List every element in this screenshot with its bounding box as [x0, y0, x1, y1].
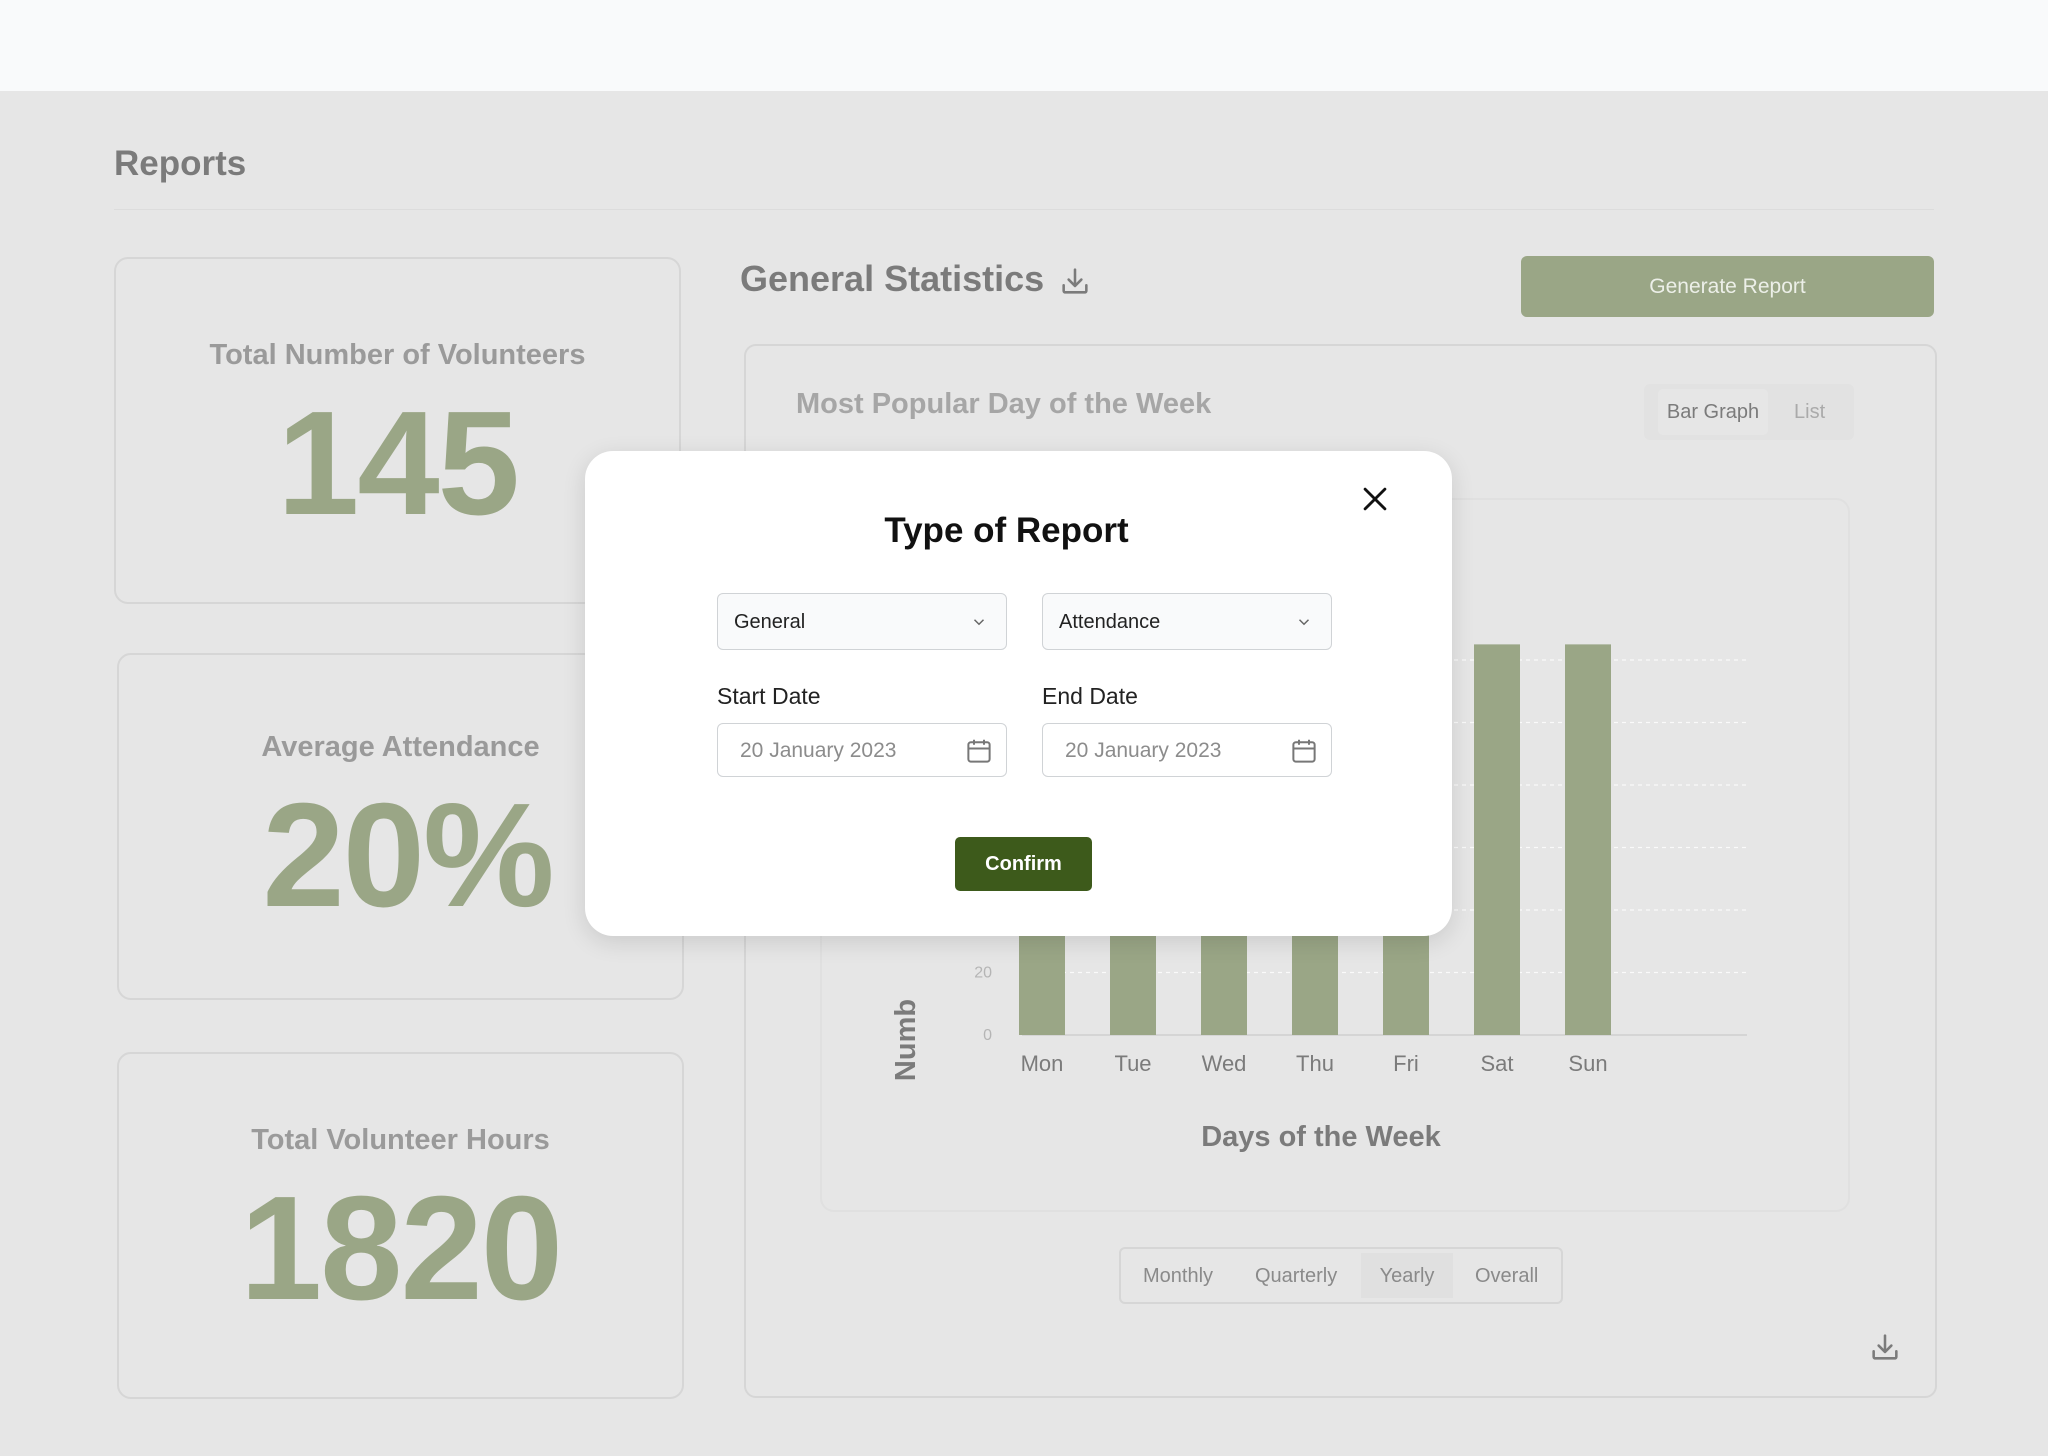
stat-value: 20%: [262, 773, 554, 938]
title-divider: [114, 209, 1934, 210]
start-date-input[interactable]: 20 January 2023: [717, 723, 1007, 777]
period-overall[interactable]: Overall: [1475, 1265, 1539, 1287]
page-title: Reports: [114, 144, 247, 183]
generate-report-button[interactable]: Generate Report: [1521, 256, 1934, 317]
end-date-value: 20 January 2023: [1065, 739, 1222, 762]
y-tick-label: 20: [974, 965, 992, 982]
stat-label: Total Volunteer Hours: [251, 1124, 550, 1156]
x-tick-label: Sat: [1480, 1051, 1513, 1076]
x-tick-label: Mon: [1021, 1051, 1064, 1076]
stat-label: Total Number of Volunteers: [209, 339, 586, 371]
x-tick-label: Thu: [1296, 1051, 1334, 1076]
modal-title: Type of Report: [884, 511, 1129, 550]
calendar-icon[interactable]: [1289, 736, 1319, 766]
period-quarterly[interactable]: Quarterly: [1255, 1265, 1338, 1287]
report-category-select[interactable]: General: [717, 593, 1007, 650]
stat-value: 145: [277, 381, 520, 546]
report-type-modal: Type of Report General Attendance Start …: [585, 451, 1452, 936]
y-axis-label: Numb: [890, 999, 922, 1081]
start-date-label: Start Date: [717, 683, 821, 709]
chevron-down-icon: [1298, 619, 1310, 626]
bar-sun: [1565, 644, 1611, 1035]
report-type-select[interactable]: Attendance: [1042, 593, 1332, 650]
stat-label: Average Attendance: [261, 731, 540, 763]
x-tick-label: Tue: [1114, 1051, 1151, 1076]
period-monthly[interactable]: Monthly: [1143, 1265, 1214, 1287]
stat-card-hours: Total Volunteer Hours 1820: [117, 1052, 684, 1399]
stat-value: 1820: [239, 1166, 563, 1331]
period-toggle: Monthly Quarterly Yearly Overall: [1119, 1247, 1563, 1304]
stat-card-volunteers: Total Number of Volunteers 145: [114, 257, 681, 604]
x-tick-label: Wed: [1202, 1051, 1247, 1076]
chart-title: Most Popular Day of the Week: [796, 388, 1212, 420]
chevron-down-icon: [973, 619, 985, 626]
bar-sat: [1474, 644, 1520, 1035]
end-date-input[interactable]: 20 January 2023: [1042, 723, 1332, 777]
x-tick-label: Fri: [1393, 1051, 1419, 1076]
close-icon[interactable]: [1358, 482, 1392, 516]
report-category-value: General: [734, 611, 806, 633]
x-tick-label: Sun: [1568, 1051, 1607, 1076]
general-statistics-title: General Statistics: [740, 258, 1045, 299]
period-yearly[interactable]: Yearly: [1361, 1253, 1453, 1298]
x-axis-label: Days of the Week: [1201, 1121, 1441, 1153]
download-icon[interactable]: [1058, 264, 1092, 298]
start-date-value: 20 January 2023: [740, 739, 897, 762]
confirm-button[interactable]: Confirm: [955, 837, 1092, 891]
calendar-icon[interactable]: [964, 736, 994, 766]
view-toggle: Bar Graph List: [1644, 384, 1854, 440]
end-date-label: End Date: [1042, 683, 1138, 709]
download-icon[interactable]: [1868, 1330, 1902, 1364]
view-bar-graph[interactable]: Bar Graph: [1658, 389, 1768, 435]
y-tick-label: 0: [983, 1027, 992, 1044]
top-bar: [0, 0, 2048, 91]
report-type-value: Attendance: [1059, 611, 1161, 633]
view-list[interactable]: List: [1794, 401, 1826, 423]
